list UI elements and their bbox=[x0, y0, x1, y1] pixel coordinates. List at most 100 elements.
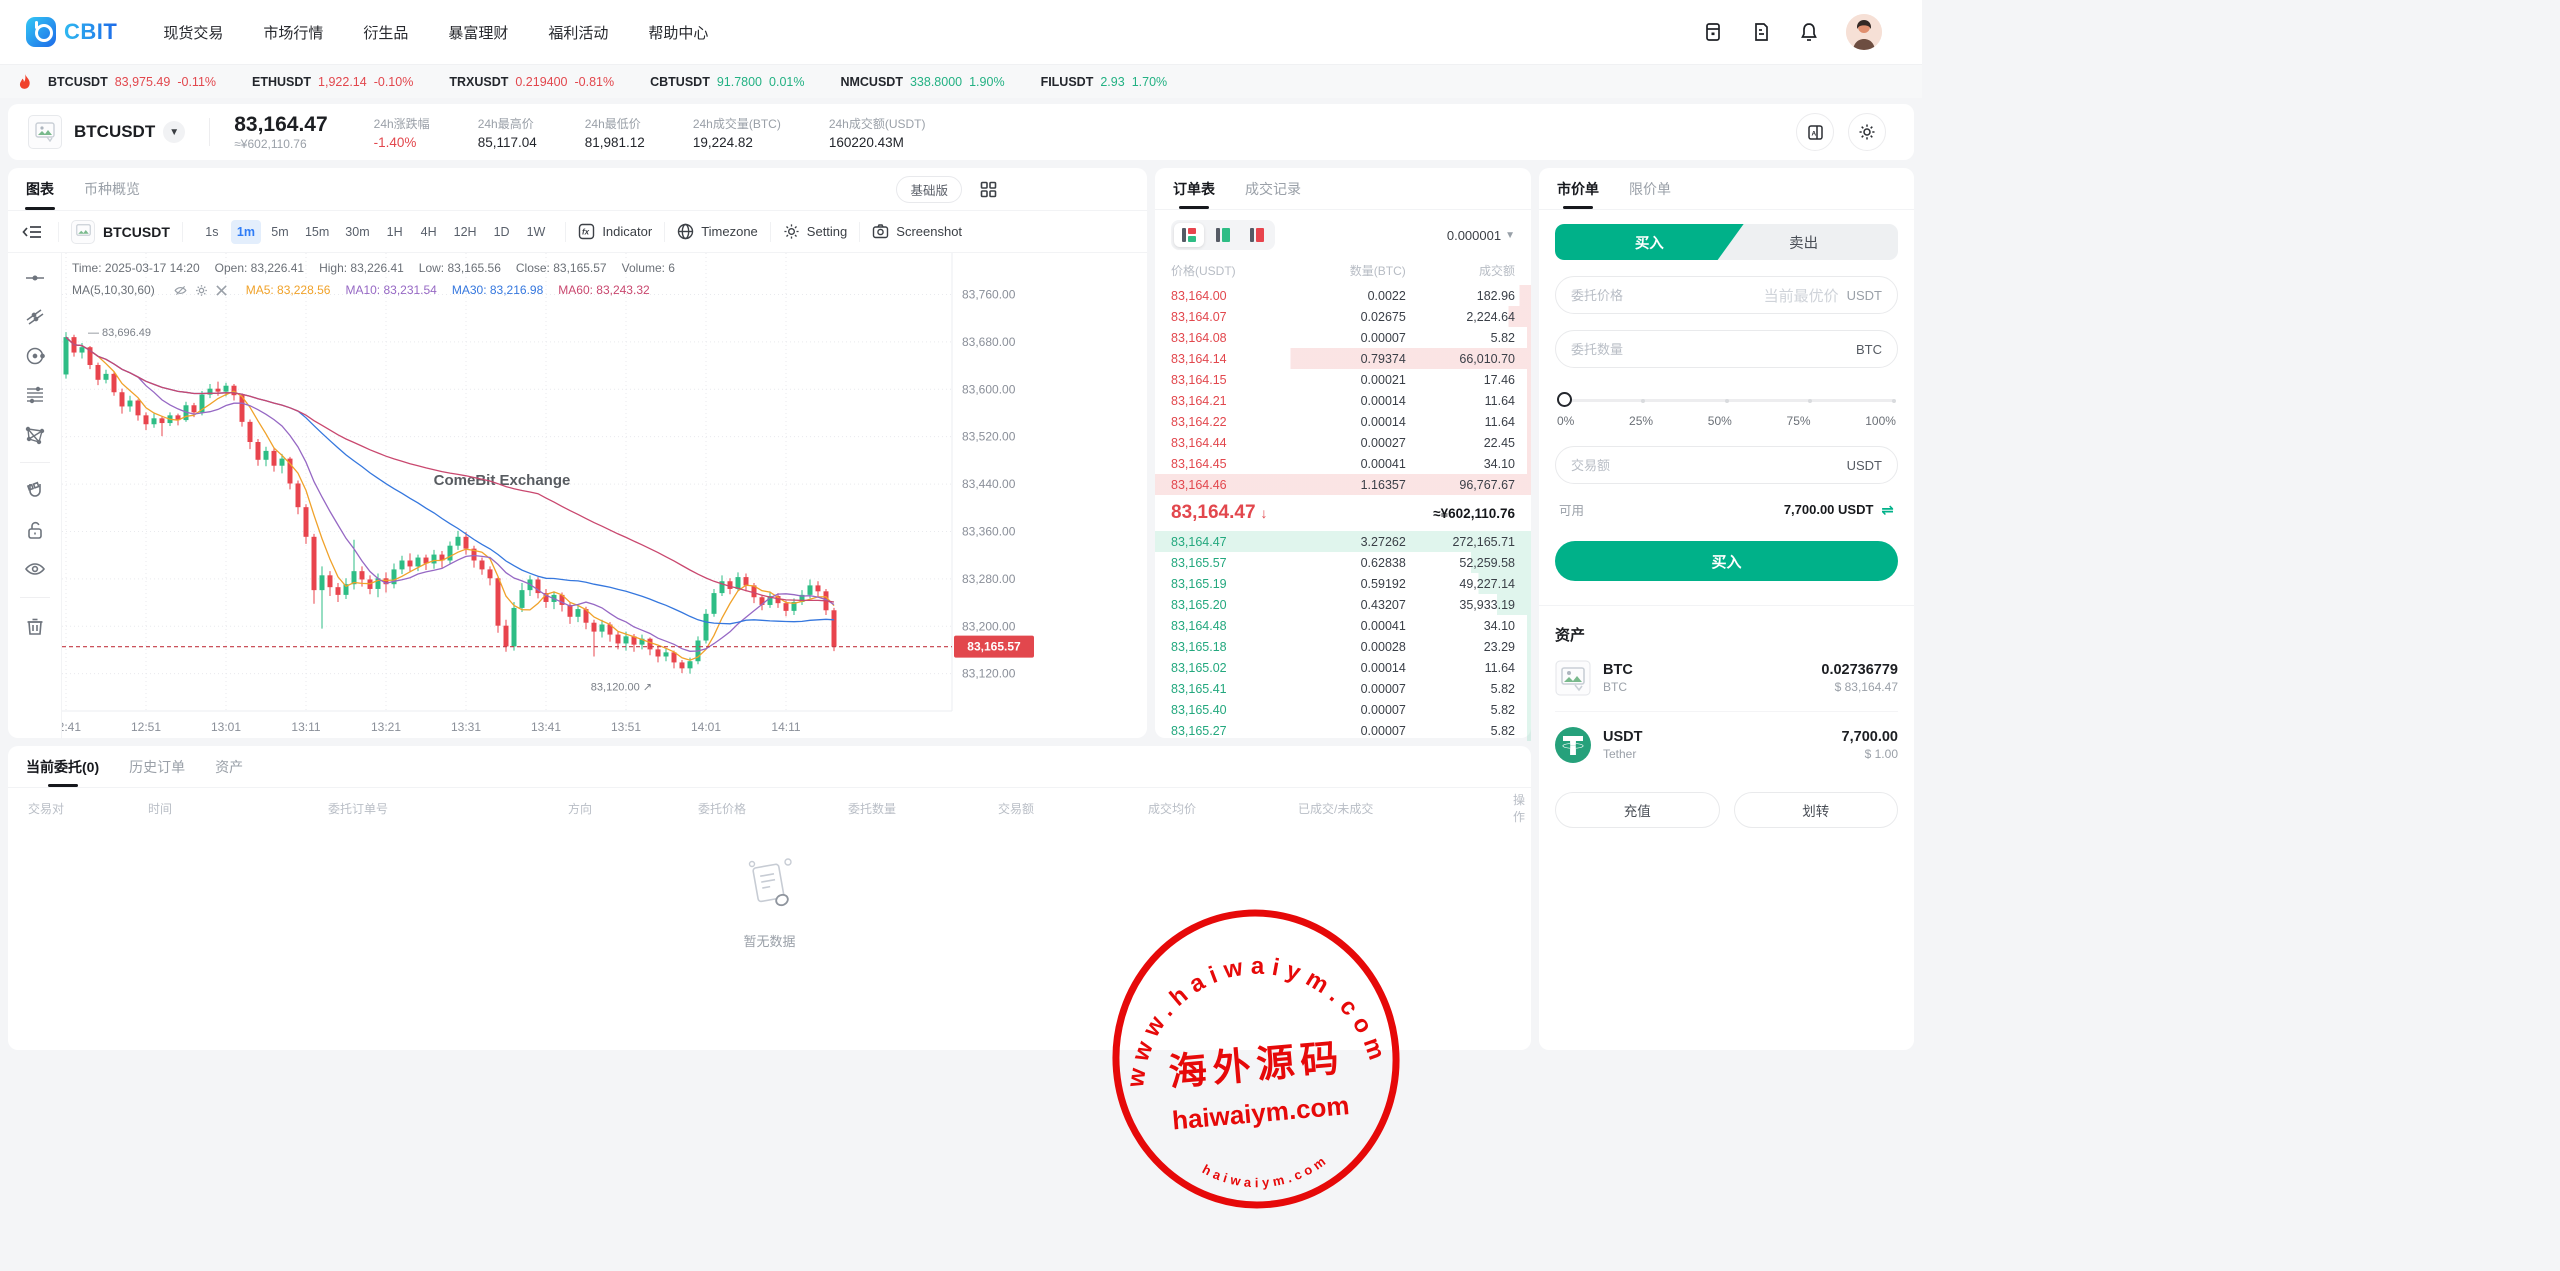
screenshot-button[interactable]: Screenshot bbox=[872, 223, 962, 240]
orderbook-tab[interactable]: 成交记录 bbox=[1245, 180, 1301, 197]
candlestick-chart[interactable]: 83,760.00 83,680.00 83,600.00 83,520.00 83,4… bbox=[51, 253, 1067, 739]
nav-item-4[interactable]: 福利活动 bbox=[548, 24, 609, 42]
ticker-item[interactable]: CBTUSDT 91.7800 0.01% bbox=[650, 75, 804, 89]
orderbook-mode-asks-icon[interactable] bbox=[1242, 223, 1272, 247]
pair-dropdown-caret[interactable]: ▼ bbox=[163, 121, 186, 143]
nav-item-1[interactable]: 市场行情 bbox=[263, 24, 324, 42]
interval-1H[interactable]: 1H bbox=[386, 224, 403, 239]
ask-row[interactable]: 83,164.22 0.00014 11.64 bbox=[1155, 411, 1531, 432]
nav-item-0[interactable]: 现货交易 bbox=[163, 24, 224, 42]
interval-1m[interactable]: 1m bbox=[230, 219, 261, 244]
last-price[interactable]: 83,164.47 ↓ bbox=[1171, 502, 1268, 523]
timezone-button[interactable]: Timezone bbox=[677, 223, 758, 240]
ask-row[interactable]: 83,164.44 0.00027 22.45 bbox=[1155, 432, 1531, 453]
bid-row[interactable]: 83,164.48 0.00041 34.10 bbox=[1155, 615, 1531, 636]
interval-1W[interactable]: 1W bbox=[526, 224, 546, 239]
orderbook-tab[interactable]: 订单表 bbox=[1173, 168, 1215, 209]
total-input[interactable] bbox=[1571, 457, 1839, 473]
chart-tab[interactable]: 币种概览 bbox=[84, 181, 140, 197]
trade-tab[interactable]: 限价单 bbox=[1629, 180, 1671, 197]
fib-retracement-tool-icon[interactable] bbox=[24, 384, 46, 406]
slider-dot-25[interactable] bbox=[1640, 399, 1645, 403]
sell-toggle[interactable]: 卖出 bbox=[1789, 235, 1819, 252]
ticker-item[interactable]: ETHUSDT 1,922.14 -0.10% bbox=[252, 75, 413, 89]
slider-knob[interactable] bbox=[1557, 392, 1572, 407]
interval-15m[interactable]: 15m bbox=[304, 224, 330, 239]
ellipse-tool-icon[interactable] bbox=[24, 345, 46, 367]
collapse-toolbar-icon[interactable] bbox=[18, 224, 46, 240]
buy-submit-button[interactable]: 买入 bbox=[1555, 541, 1898, 581]
orderbook-mode-bids-icon[interactable] bbox=[1208, 223, 1238, 247]
chart-plot-area[interactable]: Time: 2025-03-17 14:20 Open: 83,226.41 Hig… bbox=[51, 253, 1147, 739]
bid-row[interactable]: 83,165.20 0.43207 35,933.19 bbox=[1155, 594, 1531, 615]
slider-dot-50[interactable] bbox=[1724, 399, 1729, 403]
slider-dot-75[interactable] bbox=[1808, 399, 1813, 403]
interval-12H[interactable]: 12H bbox=[453, 224, 477, 239]
basic-version-pill[interactable]: 基础版 bbox=[896, 175, 962, 203]
ask-row[interactable]: 83,164.15 0.00021 17.46 bbox=[1155, 369, 1531, 390]
nav-item-3[interactable]: 暴富理财 bbox=[448, 24, 509, 42]
amount-field[interactable]: BTC bbox=[1555, 330, 1898, 368]
buy-toggle[interactable]: 买入 bbox=[1555, 224, 1744, 260]
ticker-item[interactable]: TRXUSDT 0.219400 -0.81% bbox=[449, 75, 614, 89]
interval-1D[interactable]: 1D bbox=[493, 224, 510, 239]
bid-row[interactable]: 83,165.41 0.00007 5.82 bbox=[1155, 678, 1531, 699]
orders-icon[interactable] bbox=[1702, 21, 1724, 43]
bid-row[interactable]: 83,165.19 0.59192 49,227.14 bbox=[1155, 573, 1531, 594]
bell-icon[interactable] bbox=[1798, 21, 1820, 43]
avatar[interactable] bbox=[1846, 14, 1882, 50]
ma-settings-gear-icon[interactable] bbox=[195, 284, 208, 297]
ask-row[interactable]: 83,164.08 0.00007 5.82 bbox=[1155, 327, 1531, 348]
chart-tab[interactable]: 图表 bbox=[26, 168, 54, 210]
eye-icon[interactable] bbox=[24, 558, 46, 580]
slider-dot-100[interactable] bbox=[1892, 399, 1896, 403]
indicator-button[interactable]: fx Indicator bbox=[578, 223, 652, 240]
amount-input[interactable] bbox=[1571, 341, 1848, 357]
nav-item-2[interactable]: 衍生品 bbox=[363, 24, 409, 42]
bid-row[interactable]: 83,165.40 0.00007 5.82 bbox=[1155, 699, 1531, 720]
ask-row[interactable]: 83,164.14 0.79374 66,010.70 bbox=[1155, 348, 1531, 369]
interval-30m[interactable]: 30m bbox=[345, 224, 370, 239]
layout-panel-icon[interactable]: A bbox=[1796, 113, 1834, 151]
percent-slider[interactable] bbox=[1557, 392, 1896, 408]
grid-layout-icon[interactable] bbox=[980, 181, 997, 198]
bid-row[interactable]: 83,165.18 0.00028 23.29 bbox=[1155, 636, 1531, 657]
interval-4H[interactable]: 4H bbox=[420, 224, 437, 239]
precision-dropdown[interactable]: 0.000001 ▼ bbox=[1446, 227, 1515, 243]
gear-icon[interactable] bbox=[1848, 113, 1886, 151]
ticker-item[interactable]: NMCUSDT 338.8000 1.90% bbox=[840, 75, 1004, 89]
xabcd-pattern-tool-icon[interactable] bbox=[24, 423, 46, 445]
ask-row[interactable]: 83,164.46 1.16357 96,767.67 bbox=[1155, 474, 1531, 495]
bid-row[interactable]: 83,165.27 0.00007 5.82 bbox=[1155, 720, 1531, 741]
bid-row[interactable]: 83,165.57 0.62838 52,259.58 bbox=[1155, 552, 1531, 573]
orders-tab[interactable]: 资产 bbox=[215, 758, 244, 775]
deposit-button[interactable]: 充值 bbox=[1555, 792, 1720, 828]
magnet-icon[interactable] bbox=[24, 480, 46, 502]
ticker-item[interactable]: BTCUSDT 83,975.49 -0.11% bbox=[48, 75, 216, 89]
swap-icon[interactable]: ⇌ bbox=[1881, 501, 1894, 519]
ma-close-icon[interactable] bbox=[216, 284, 227, 296]
bid-row[interactable]: 83,165.02 0.00014 11.64 bbox=[1155, 657, 1531, 678]
total-field[interactable]: USDT bbox=[1555, 446, 1898, 484]
orders-tab[interactable]: 历史订单 bbox=[129, 758, 186, 775]
interval-1s[interactable]: 1s bbox=[205, 224, 219, 239]
setting-button[interactable]: Setting bbox=[783, 223, 847, 240]
trend-line-tool-icon[interactable] bbox=[24, 267, 46, 289]
orderbook-mode-both-icon[interactable] bbox=[1174, 223, 1204, 247]
trade-tab[interactable]: 市价单 bbox=[1557, 168, 1599, 209]
ask-row[interactable]: 83,164.45 0.00041 34.10 bbox=[1155, 453, 1531, 474]
bid-row[interactable]: 83,164.47 3.27262 272,165.71 bbox=[1155, 531, 1531, 552]
transfer-button[interactable]: 划转 bbox=[1733, 792, 1898, 828]
unlock-icon[interactable] bbox=[24, 519, 46, 541]
trash-icon[interactable] bbox=[24, 615, 46, 637]
nav-item-5[interactable]: 帮助中心 bbox=[648, 24, 709, 42]
asset-row-btc[interactable]: BTC BTC 0.02736779 $ 83,164.47 bbox=[1555, 645, 1898, 712]
interval-5m[interactable]: 5m bbox=[271, 224, 289, 239]
document-icon[interactable] bbox=[1750, 21, 1772, 43]
ask-row[interactable]: 83,164.07 0.02675 2,224.64 bbox=[1155, 306, 1531, 327]
parallel-lines-tool-icon[interactable] bbox=[24, 306, 46, 328]
orders-tab[interactable]: 当前委托(0) bbox=[26, 746, 99, 787]
price-field[interactable]: 当前最优价 USDT bbox=[1555, 276, 1898, 314]
ma-hide-eye-icon[interactable] bbox=[174, 284, 187, 297]
brand-logo[interactable]: CBIT bbox=[26, 17, 117, 47]
